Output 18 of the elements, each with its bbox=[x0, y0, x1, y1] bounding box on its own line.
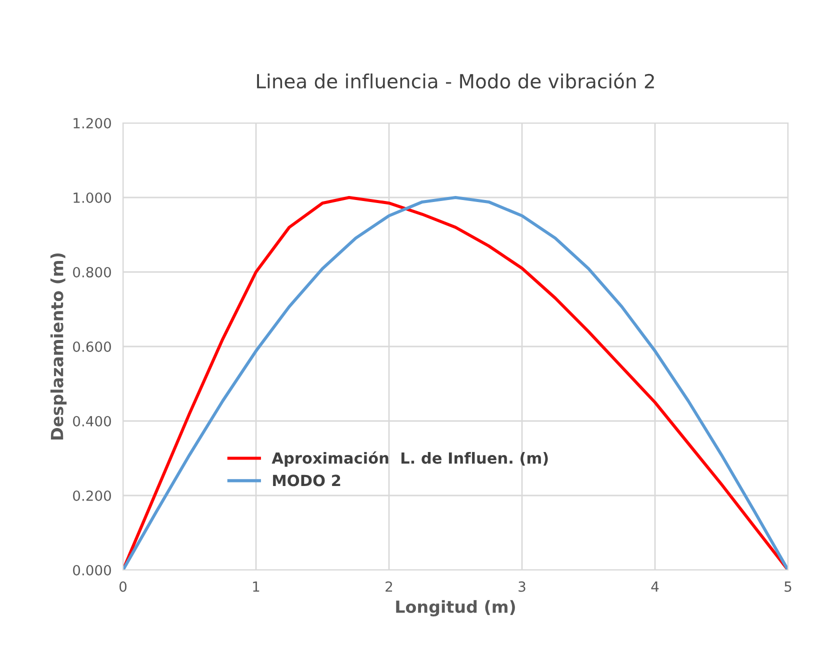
x-tick-label: 4 bbox=[651, 582, 659, 592]
y-tick-label: 1.000 bbox=[74, 192, 111, 203]
legend-label: Aproximación L. de Influen. (m) bbox=[272, 451, 548, 467]
y-tick-label: 0.400 bbox=[73, 416, 111, 426]
chart-title: Linea de influencia - Modo de vibración 2 bbox=[257, 72, 654, 89]
x-tick-label: 0 bbox=[119, 581, 126, 592]
x-tick-label: 3 bbox=[518, 581, 526, 592]
x-axis-title: Longitud (m) bbox=[396, 600, 515, 616]
legend-label: MODO 2 bbox=[273, 474, 340, 486]
y-tick-label: 0.600 bbox=[73, 341, 111, 352]
x-tick-label: 5 bbox=[784, 582, 792, 592]
y-tick-label: 0.800 bbox=[73, 266, 111, 278]
y-axis-title: Desplazamiento (m) bbox=[50, 253, 67, 440]
y-tick-label: 0.000 bbox=[73, 564, 111, 576]
x-tick-label: 1 bbox=[253, 582, 260, 592]
y-tick-label: 0.200 bbox=[73, 490, 111, 501]
y-tick-label: 1.200 bbox=[74, 118, 111, 128]
x-tick-label: 2 bbox=[386, 581, 392, 592]
